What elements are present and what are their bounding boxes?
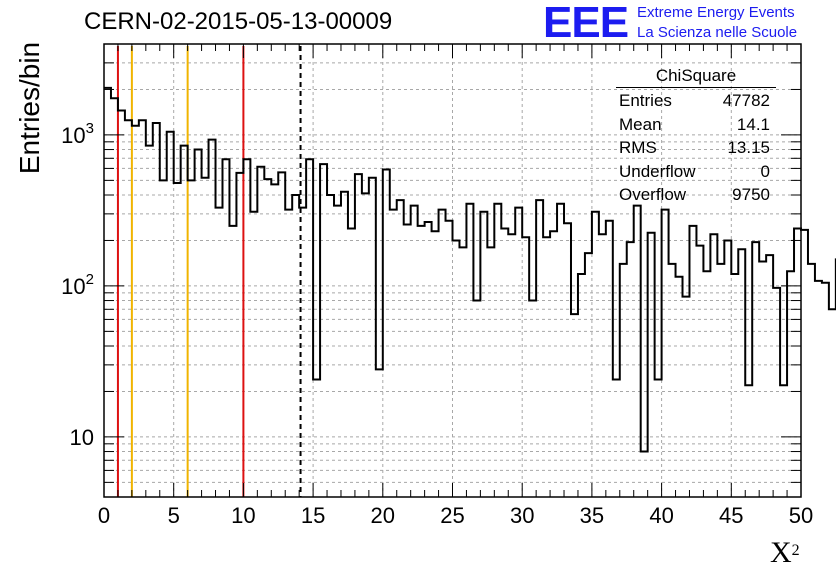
logo-subtitle-2: La Scienza nelle Scuole: [637, 24, 798, 41]
x-axis-label: X2: [770, 536, 800, 570]
x-tick-label: 50: [789, 503, 813, 528]
x-tick-label: 5: [168, 503, 180, 528]
x-tick-label: 10: [231, 503, 255, 528]
x-tick-label: 25: [440, 503, 464, 528]
stats-label: RMS: [619, 138, 657, 157]
plot-title: CERN-02-2015-05-13-00009: [84, 8, 393, 35]
y-tick-label: 103: [61, 120, 94, 148]
x-axis-label-base: X: [770, 536, 792, 569]
stats-value: 0: [760, 161, 770, 181]
stats-label: Entries: [619, 91, 672, 110]
x-axis-label-superscript: 2: [791, 542, 800, 559]
stats-label: Overflow: [619, 185, 687, 204]
stats-box: ChiSquare Entries 47782 Mean 14.1 RMS 13…: [612, 66, 782, 209]
stats-label: Underflow: [619, 161, 696, 181]
stats-value: 47782: [722, 91, 770, 110]
stats-row-entries: Entries 47782: [612, 91, 782, 115]
x-tick-label: 15: [301, 503, 325, 528]
logo-subtitle-1: Extreme Energy Events: [637, 4, 795, 21]
stats-row-overflow: Overflow 9750: [612, 185, 782, 209]
y-tick-label: 102: [61, 271, 94, 299]
x-tick-label: 45: [719, 503, 743, 528]
x-tick-label: 35: [580, 503, 604, 528]
stats-row-underflow: Underflow 0: [612, 162, 782, 186]
x-tick-label: 30: [510, 503, 534, 528]
y-axis-label: Entries/bin: [14, 41, 45, 175]
stats-label: Mean: [619, 114, 662, 134]
eee-logo: EEE: [543, 0, 629, 47]
stats-row-rms: RMS 13.15: [612, 138, 782, 162]
stats-title: ChiSquare: [616, 66, 776, 88]
x-tick-label: 20: [371, 503, 395, 528]
x-tick-label: 0: [98, 503, 110, 528]
tick-labels: 0 5 10 15 20 25 30 35 40 45 50 103 102 10: [61, 120, 813, 528]
y-tick-label: 10: [70, 425, 94, 450]
stats-value: 14.1: [736, 114, 770, 134]
stats-value: 13.15: [727, 138, 770, 157]
stats-value: 9750: [732, 185, 770, 204]
stats-row-mean: Mean 14.1: [612, 115, 782, 139]
x-tick-label: 40: [649, 503, 673, 528]
axis-ticks: [103, 43, 802, 498]
cut-lines: [116, 46, 302, 497]
